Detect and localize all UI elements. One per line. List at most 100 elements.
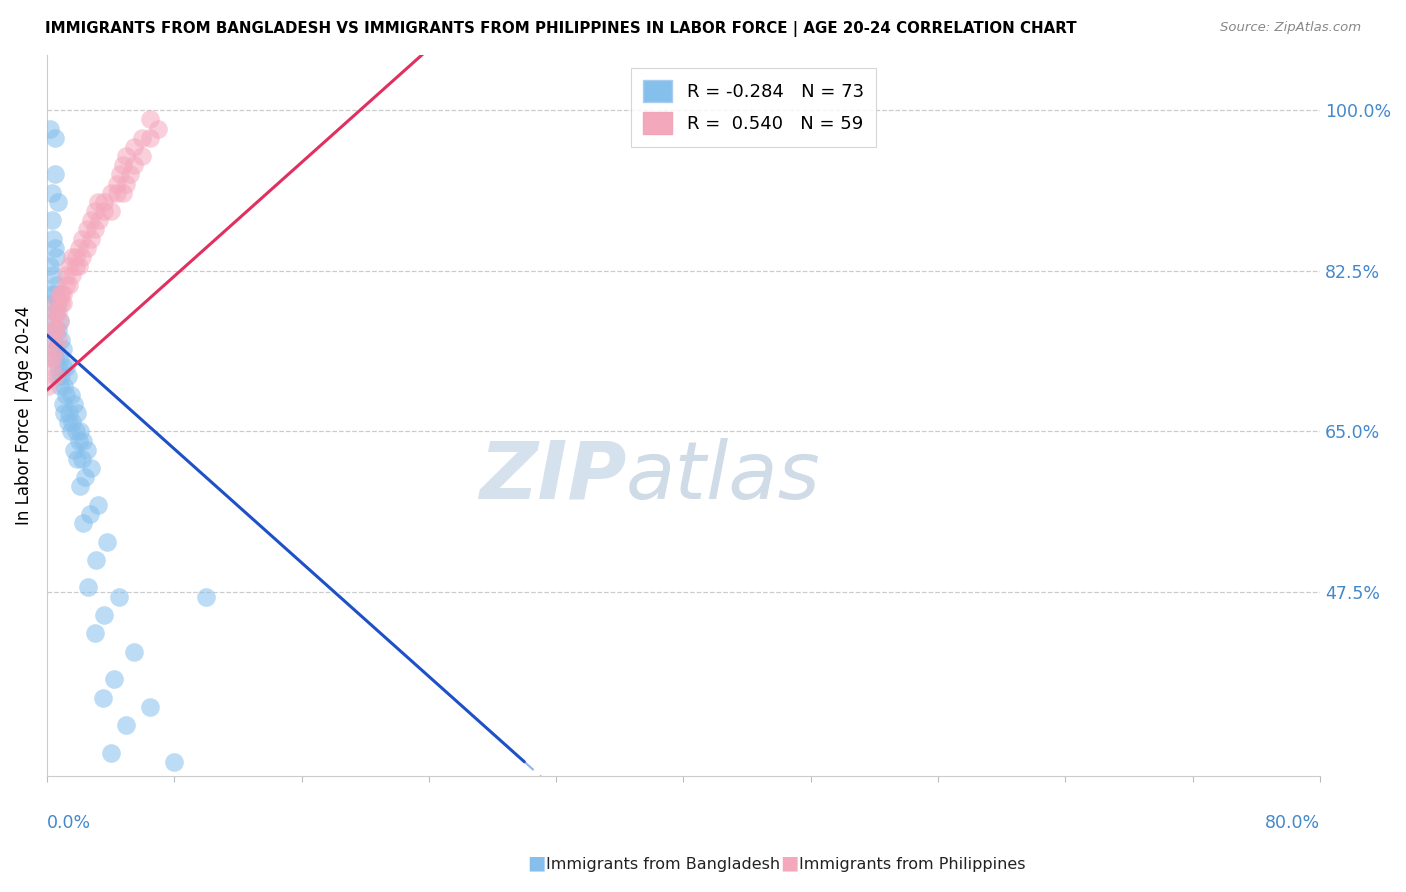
Point (60, 415, 83, 429)
Point (76, 222, 98, 236)
Point (55, 268, 77, 283)
Point (65, 250, 87, 264)
Point (66, 451, 89, 466)
Point (103, 672, 125, 686)
Text: atlas: atlas (626, 438, 821, 516)
Point (59, 387, 82, 401)
Point (65, 259, 87, 273)
Point (75, 470, 97, 484)
Point (118, 168, 141, 182)
Point (58, 277, 80, 292)
Point (42, 268, 65, 283)
Point (46, 296, 69, 310)
Point (115, 177, 138, 191)
Point (63, 442, 86, 457)
Point (87, 194, 110, 209)
Point (124, 645, 146, 659)
Point (41, 213, 63, 227)
Point (131, 149, 153, 163)
Point (131, 130, 153, 145)
Point (80, 213, 103, 227)
Point (195, 590, 218, 604)
Point (45, 342, 67, 356)
Point (83, 222, 105, 236)
Point (41, 286, 63, 301)
Point (51, 369, 73, 384)
Text: Immigrants from Bangladesh: Immigrants from Bangladesh (546, 857, 780, 872)
Point (91, 690, 114, 705)
Point (80, 461, 103, 475)
Y-axis label: In Labor Force | Age 20-24: In Labor Force | Age 20-24 (15, 306, 32, 525)
Point (44, 286, 66, 301)
Point (56, 415, 79, 429)
Point (105, 177, 128, 191)
Point (108, 168, 131, 182)
Point (84, 553, 107, 567)
Point (44, 369, 66, 384)
Point (45, 342, 67, 356)
Point (59, 425, 82, 439)
Point (139, 112, 162, 127)
Point (41, 186, 63, 200)
Point (72, 516, 94, 530)
Legend: R = -0.284   N = 73, R =  0.540   N = 59: R = -0.284 N = 73, R = 0.540 N = 59 (631, 68, 876, 147)
Point (46, 323, 69, 337)
Point (69, 425, 91, 439)
Point (124, 140, 146, 154)
Point (53, 378, 76, 392)
Point (44, 323, 66, 337)
Point (115, 718, 138, 732)
Point (115, 149, 138, 163)
Point (55, 360, 77, 375)
Point (51, 296, 73, 310)
Point (42, 333, 65, 347)
Point (163, 755, 186, 769)
Point (72, 434, 94, 448)
Point (46, 333, 69, 347)
Point (112, 186, 135, 200)
Point (124, 158, 146, 172)
Point (39, 121, 62, 136)
Point (58, 406, 80, 420)
Point (79, 507, 101, 521)
Point (52, 397, 75, 411)
Point (45, 305, 67, 319)
Point (58, 259, 80, 273)
Point (42, 232, 65, 246)
Point (48, 314, 70, 328)
Point (52, 286, 75, 301)
Point (44, 168, 66, 182)
Point (42, 296, 65, 310)
Point (67, 259, 90, 273)
Point (37, 378, 59, 392)
Point (83, 626, 105, 640)
Point (55, 387, 77, 401)
Point (76, 241, 98, 255)
Point (107, 590, 129, 604)
Point (89, 213, 111, 227)
Point (148, 121, 170, 136)
Point (139, 130, 162, 145)
Point (83, 204, 105, 219)
Point (41, 333, 63, 347)
Text: ■: ■ (780, 854, 799, 872)
Point (46, 360, 69, 375)
Point (46, 305, 69, 319)
Text: Source: ZipAtlas.com: Source: ZipAtlas.com (1220, 21, 1361, 35)
Point (44, 130, 66, 145)
Point (41, 360, 63, 375)
Point (105, 186, 128, 200)
Point (39, 351, 62, 365)
Point (93, 194, 115, 209)
Point (80, 232, 103, 246)
Point (42, 351, 65, 365)
Point (51, 333, 73, 347)
Point (60, 268, 83, 283)
Point (39, 259, 62, 273)
Point (45, 323, 67, 337)
Text: ZIP: ZIP (479, 438, 626, 516)
Point (67, 241, 90, 255)
Point (112, 158, 135, 172)
Point (45, 277, 67, 292)
Point (52, 296, 75, 310)
